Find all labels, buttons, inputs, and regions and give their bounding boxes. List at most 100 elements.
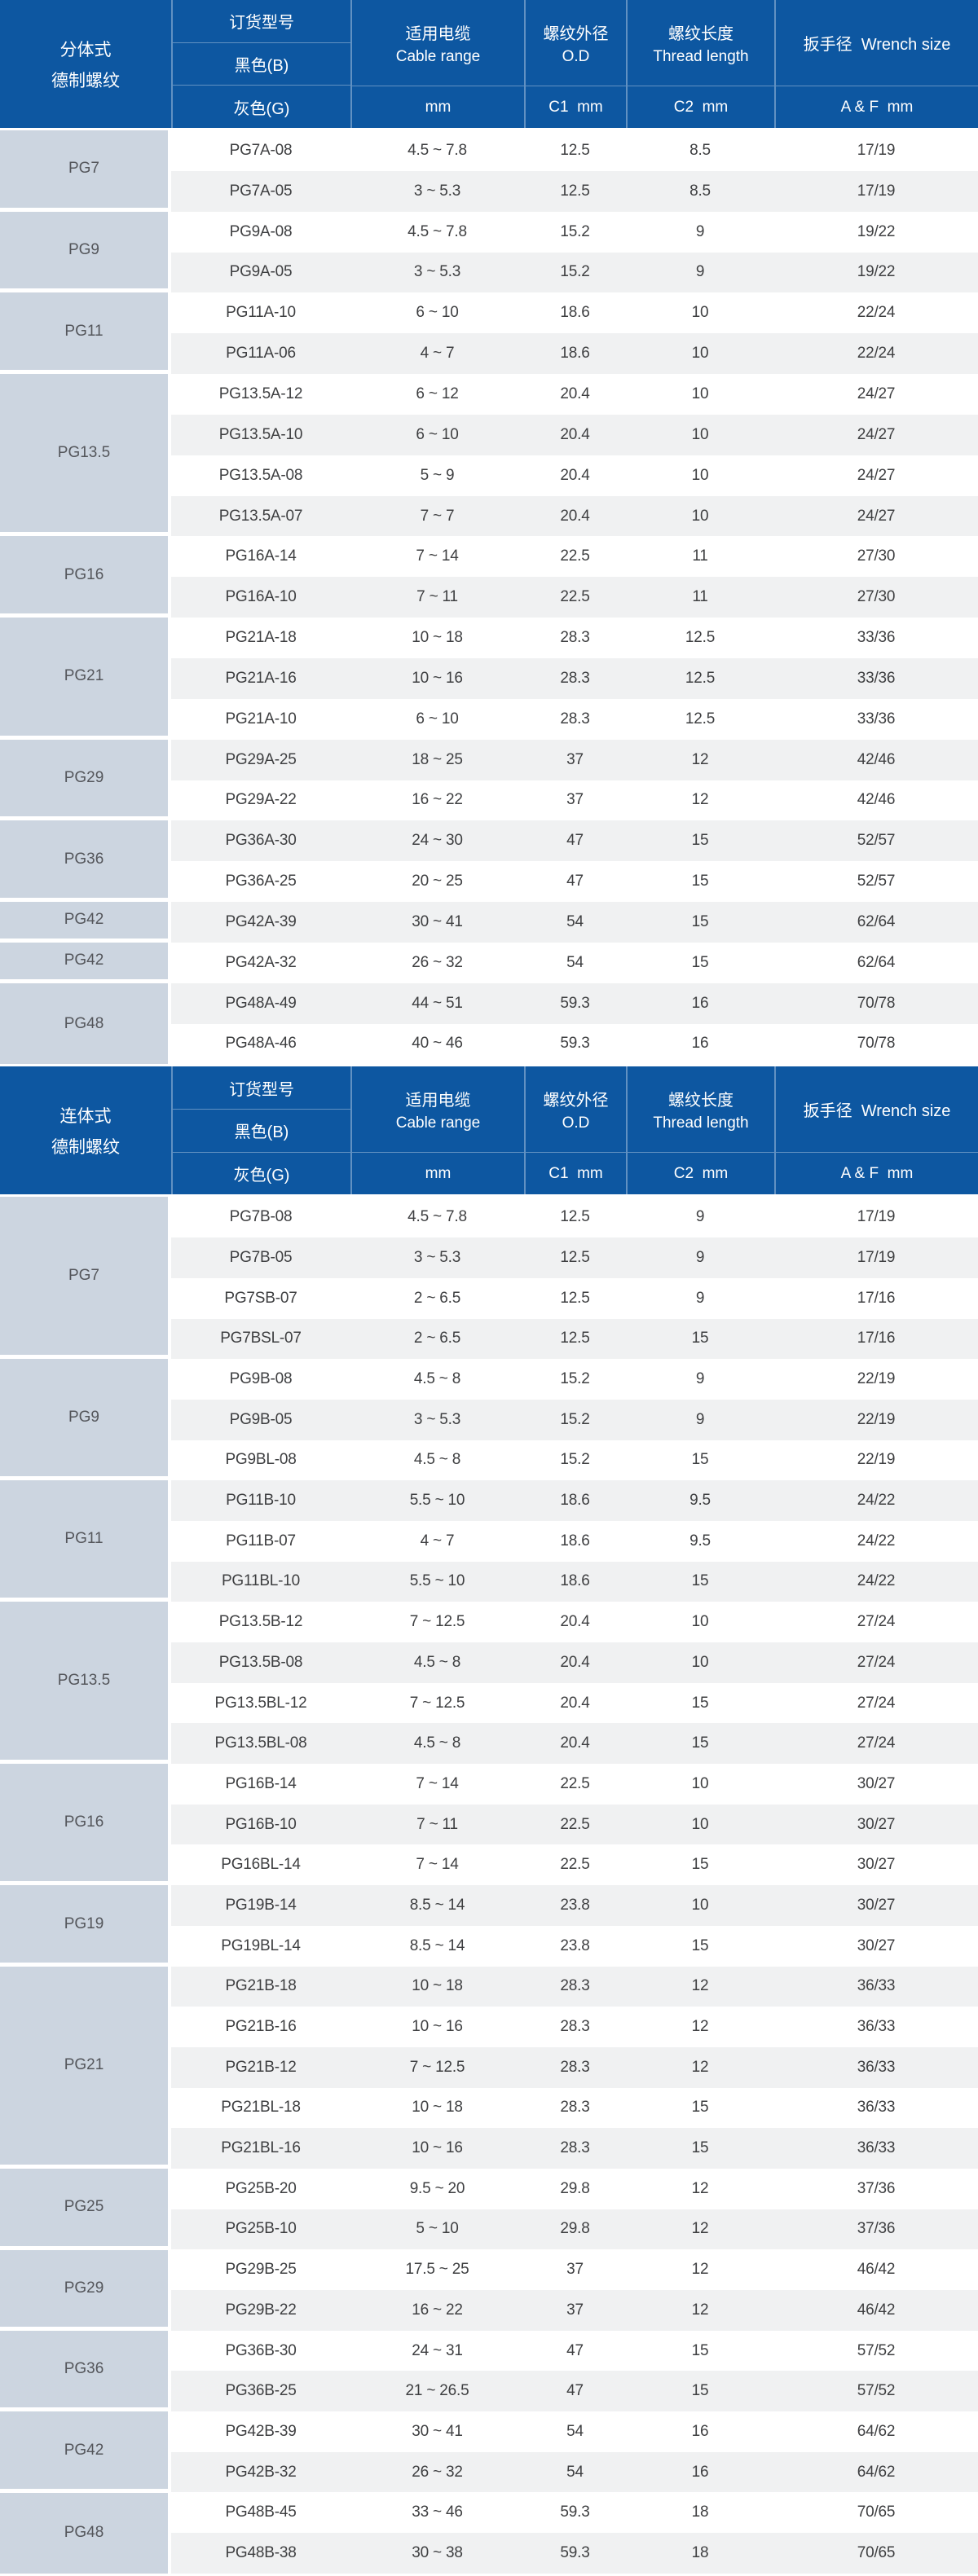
cell-model: PG13.5BL-12 bbox=[214, 1694, 307, 1712]
size-group-cell: PG9 bbox=[0, 211, 168, 293]
table-row: PG11A-06 4 ~ 7 18.6 10 22/24 bbox=[171, 333, 978, 375]
header-cable-range-label: 适用电缆 Cable range bbox=[352, 0, 524, 86]
header-od-en: O.D bbox=[562, 1114, 590, 1132]
cell-cable-range: 5 ~ 10 bbox=[416, 2220, 459, 2238]
cell-od: 54 bbox=[566, 2463, 584, 2481]
table-row: PG16B-10 7 ~ 11 22.5 10 30/27 bbox=[171, 1804, 978, 1845]
cell-cable-range: 7 ~ 12.5 bbox=[409, 1613, 465, 1631]
cell-wrench-size: 30/27 bbox=[857, 1856, 896, 1874]
cell-od: 20.4 bbox=[560, 1653, 590, 1671]
cell-thread-length: 15 bbox=[691, 2382, 709, 2400]
table-row: PG13.5A-07 7 ~ 7 20.4 10 24/27 bbox=[171, 495, 978, 537]
cell-cable-range: 10 ~ 18 bbox=[412, 629, 463, 647]
cell-thread-length: 10 bbox=[691, 507, 709, 525]
cell-cable-range: 6 ~ 12 bbox=[416, 385, 459, 402]
header-od-zh: 螺纹外径 bbox=[543, 24, 609, 43]
cell-wrench-size: 52/57 bbox=[857, 873, 896, 890]
cell-cable-range: 4.5 ~ 8 bbox=[413, 1370, 461, 1388]
cell-thread-length: 9 bbox=[695, 1289, 705, 1307]
cell-model: PG9BL-08 bbox=[225, 1451, 297, 1469]
cell-thread-length: 10 bbox=[691, 1896, 709, 1914]
cell-cable-range: 10 ~ 16 bbox=[412, 2018, 463, 2036]
header-cable-range-column: 适用电缆 Cable range mm bbox=[350, 0, 524, 128]
header-cable-range-unit: mm bbox=[352, 86, 524, 128]
cell-model: PG9B-05 bbox=[229, 1410, 293, 1428]
cell-model: PG25B-10 bbox=[225, 2220, 297, 2238]
data-rows-column: PG7B-08 4.5 ~ 7.8 12.5 9 17/19 PG7B-05 3 ~ 5.3… bbox=[171, 1197, 978, 2574]
size-group-cell: PG42 bbox=[0, 2411, 168, 2493]
cell-thread-length: 9.5 bbox=[689, 1492, 711, 1510]
cell-wrench-size: 22/19 bbox=[857, 1410, 896, 1428]
cell-od: 59.3 bbox=[560, 1035, 590, 1053]
cell-wrench-size: 17/19 bbox=[857, 182, 896, 200]
series-type-line1: 连体式 bbox=[59, 1106, 112, 1126]
table-row: PG11BL-10 5.5 ~ 10 18.6 15 24/22 bbox=[171, 1561, 978, 1602]
cell-od: 20.4 bbox=[560, 466, 590, 484]
cell-cable-range: 3 ~ 5.3 bbox=[413, 182, 461, 200]
cell-wrench-size: 42/46 bbox=[857, 750, 896, 768]
cell-model: PG13.5A-10 bbox=[218, 425, 303, 443]
table-row: PG21BL-18 10 ~ 18 28.3 15 36/33 bbox=[171, 2087, 978, 2129]
cell-od: 28.3 bbox=[560, 2099, 590, 2117]
table-row: PG25B-10 5 ~ 10 29.8 12 37/36 bbox=[171, 2209, 978, 2250]
cell-wrench-size: 22/19 bbox=[857, 1451, 896, 1469]
cell-wrench-size: 33/36 bbox=[857, 629, 896, 647]
table-row: PG21B-18 10 ~ 18 28.3 12 36/33 bbox=[171, 1966, 978, 2007]
cell-model: PG36B-30 bbox=[225, 2341, 297, 2359]
spec-table-section: 连体式 德制螺纹 订货型号 黑色(B) 灰色(G) 适用电缆 Cable ran… bbox=[0, 1066, 978, 2574]
table-row: PG19BL-14 8.5 ~ 14 23.8 15 30/27 bbox=[171, 1925, 978, 1967]
header-wrench-size-zh: 扳手径 Wrench size bbox=[803, 1102, 951, 1121]
cell-wrench-size: 36/33 bbox=[857, 2099, 896, 2117]
cell-od: 12.5 bbox=[560, 1289, 590, 1307]
header-thread-length-column: 螺纹长度 Thread length C2 mm bbox=[626, 1066, 774, 1195]
size-group-cell: PG21 bbox=[0, 1966, 168, 2169]
cell-model: PG7A-08 bbox=[229, 141, 293, 159]
size-group-cell: PG21 bbox=[0, 618, 168, 740]
cell-od: 54 bbox=[566, 953, 584, 971]
cell-model: PG16B-10 bbox=[225, 1815, 297, 1833]
table-row: PG9B-05 3 ~ 5.3 15.2 9 22/19 bbox=[171, 1399, 978, 1440]
header-wrench-size-unit: A & F mm bbox=[776, 86, 978, 128]
cell-thread-length: 10 bbox=[691, 425, 709, 443]
cell-thread-length: 12 bbox=[691, 2179, 709, 2197]
header-wrench-size-column: 扳手径 Wrench size A & F mm bbox=[774, 0, 978, 128]
header-od-column: 螺纹外径 O.D C1 mm bbox=[524, 0, 626, 128]
cell-thread-length: 9 bbox=[695, 1208, 705, 1226]
cell-thread-length: 10 bbox=[691, 385, 709, 402]
table-row: PG42B-32 26 ~ 32 54 16 64/62 bbox=[171, 2451, 978, 2493]
cell-thread-length: 12 bbox=[691, 2220, 709, 2238]
table-row: PG19B-14 8.5 ~ 14 23.8 10 30/27 bbox=[171, 1885, 978, 1926]
cell-thread-length: 10 bbox=[691, 1613, 709, 1631]
cell-model: PG13.5B-08 bbox=[218, 1653, 303, 1671]
table-row: PG13.5A-08 5 ~ 9 20.4 10 24/27 bbox=[171, 455, 978, 496]
cell-wrench-size: 17/19 bbox=[857, 1208, 896, 1226]
cell-od: 18.6 bbox=[560, 1572, 590, 1590]
cell-wrench-size: 27/30 bbox=[857, 588, 896, 606]
cell-thread-length: 15 bbox=[691, 2341, 709, 2359]
size-group-cell: PG7 bbox=[0, 130, 168, 212]
cell-cable-range: 4.5 ~ 8 bbox=[413, 1734, 461, 1752]
cell-cable-range: 4.5 ~ 7.8 bbox=[408, 222, 467, 240]
size-group-cell: PG29 bbox=[0, 2249, 168, 2331]
header-thread-length-label: 螺纹长度 Thread length bbox=[628, 0, 774, 86]
cell-model: PG16A-10 bbox=[225, 588, 297, 606]
table-row: PG13.5A-10 6 ~ 10 20.4 10 24/27 bbox=[171, 414, 978, 455]
size-group-cell: PG13.5 bbox=[0, 1602, 168, 1765]
cell-thread-length: 16 bbox=[691, 994, 709, 1012]
cell-wrench-size: 19/22 bbox=[857, 222, 896, 240]
size-group-column: PG7 PG9 PG11 PG13.5 PG16 PG21 PG29 PG36 PG42 PG42… bbox=[0, 130, 168, 1065]
cell-model: PG29A-25 bbox=[225, 750, 297, 768]
cell-cable-range: 33 ~ 46 bbox=[412, 2503, 463, 2521]
cell-model: PG36B-25 bbox=[225, 2382, 297, 2400]
header-cable-range-label: 适用电缆 Cable range bbox=[352, 1066, 524, 1152]
header-thread-length-zh: 螺纹长度 bbox=[668, 1091, 734, 1110]
cell-wrench-size: 36/33 bbox=[857, 1977, 896, 1995]
cell-od: 59.3 bbox=[560, 2543, 590, 2561]
cell-wrench-size: 24/27 bbox=[857, 385, 896, 402]
table-row: PG36A-25 20 ~ 25 47 15 52/57 bbox=[171, 861, 978, 903]
table-row: PG9BL-08 4.5 ~ 8 15.2 15 22/19 bbox=[171, 1440, 978, 1481]
cell-thread-length: 10 bbox=[691, 304, 709, 322]
cell-od: 12.5 bbox=[560, 141, 590, 159]
size-group-cell: PG42 bbox=[0, 942, 168, 983]
table-row: PG48A-46 40 ~ 46 59.3 16 70/78 bbox=[171, 1023, 978, 1065]
